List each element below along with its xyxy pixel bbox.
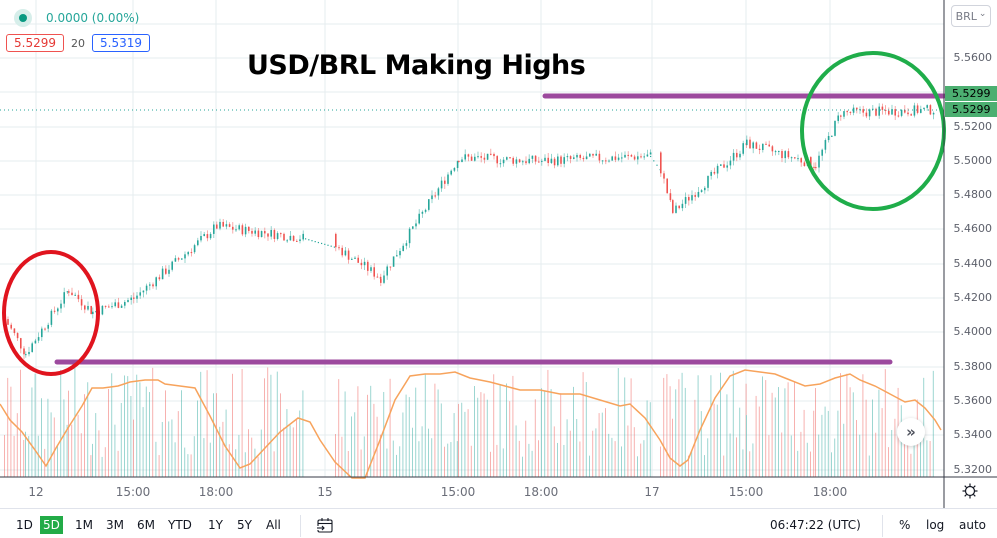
volume-ma-line [0, 369, 942, 479]
currency-label: BRL [955, 9, 977, 23]
range-all-button[interactable]: All [266, 518, 281, 532]
spread-value: 20 [71, 36, 85, 50]
ask-price[interactable]: 5.5319 [92, 34, 150, 52]
log-scale-toggle[interactable]: log [926, 518, 945, 532]
time-label: 17 [644, 485, 660, 499]
range-6m-button[interactable]: 6M [137, 518, 155, 532]
candlesticks [4, 102, 935, 360]
utc-clock[interactable]: 06:47:22 (UTC) [770, 518, 861, 532]
go-to-date-icon[interactable] [316, 517, 334, 534]
chevron-down-icon: ⌄ [978, 9, 987, 19]
time-label: 18:00 [198, 485, 234, 499]
range-1d-button[interactable]: 1D [16, 518, 33, 532]
time-label: 15:00 [115, 485, 151, 499]
range-1y-button[interactable]: 1Y [208, 518, 223, 532]
price-label: 5.4400 [953, 257, 993, 270]
double-chevron-right-icon: » [906, 423, 916, 441]
market-status-icon [14, 9, 32, 27]
high-circle [800, 51, 946, 211]
currency-selector[interactable]: BRL ⌄ [951, 5, 991, 27]
range-5d-button[interactable]: 5D [40, 516, 63, 534]
legend-change: 0.0000 (0.00%) [14, 9, 139, 27]
bid-price[interactable]: 5.5299 [6, 34, 64, 52]
price-label: 5.3600 [953, 394, 993, 407]
price-label: 5.4800 [953, 188, 993, 201]
low-circle [2, 250, 100, 376]
percent-scale-toggle[interactable]: % [899, 518, 911, 532]
volume-bars [4, 367, 934, 477]
bottom-toolbar: 1D 5D 1M 3M 6M YTD 1Y 5Y All 06:47:22 (U… [0, 508, 997, 538]
last-price-tag: 5.5299 [945, 86, 997, 101]
bid-ask-legend: 5.5299 20 5.5319 [6, 34, 150, 52]
time-label: 12 [28, 485, 44, 499]
price-label: 5.4600 [953, 222, 993, 235]
price-label: 5.5600 [953, 51, 993, 64]
range-ytd-button[interactable]: YTD [168, 518, 192, 532]
time-label: 15 [317, 485, 333, 499]
range-3m-button[interactable]: 3M [106, 518, 124, 532]
price-label: 5.5000 [953, 154, 993, 167]
price-label: 5.4200 [953, 291, 993, 304]
price-label: 5.5200 [953, 120, 993, 133]
time-label: 18:00 [812, 485, 848, 499]
last-price-tag: 5.5299 [945, 102, 997, 117]
scroll-to-realtime-button[interactable]: » [897, 418, 925, 446]
change-value: 0.0000 (0.00%) [46, 11, 140, 25]
time-label: 18:00 [523, 485, 559, 499]
price-label: 5.3200 [953, 463, 993, 476]
range-1m-button[interactable]: 1M [75, 518, 93, 532]
chart-annotation-title: USD/BRL Making Highs [247, 50, 586, 81]
time-label: 15:00 [728, 485, 764, 499]
time-label: 15:00 [440, 485, 476, 499]
price-label: 5.4000 [953, 325, 993, 338]
price-label: 5.3400 [953, 428, 993, 441]
range-5y-button[interactable]: 5Y [237, 518, 252, 532]
price-label: 5.3800 [953, 360, 993, 373]
toolbar-divider [300, 515, 301, 537]
settings-gear-icon[interactable] [962, 483, 978, 499]
toolbar-divider [882, 515, 883, 537]
grid [0, 0, 944, 477]
auto-scale-toggle[interactable]: auto [959, 518, 987, 532]
